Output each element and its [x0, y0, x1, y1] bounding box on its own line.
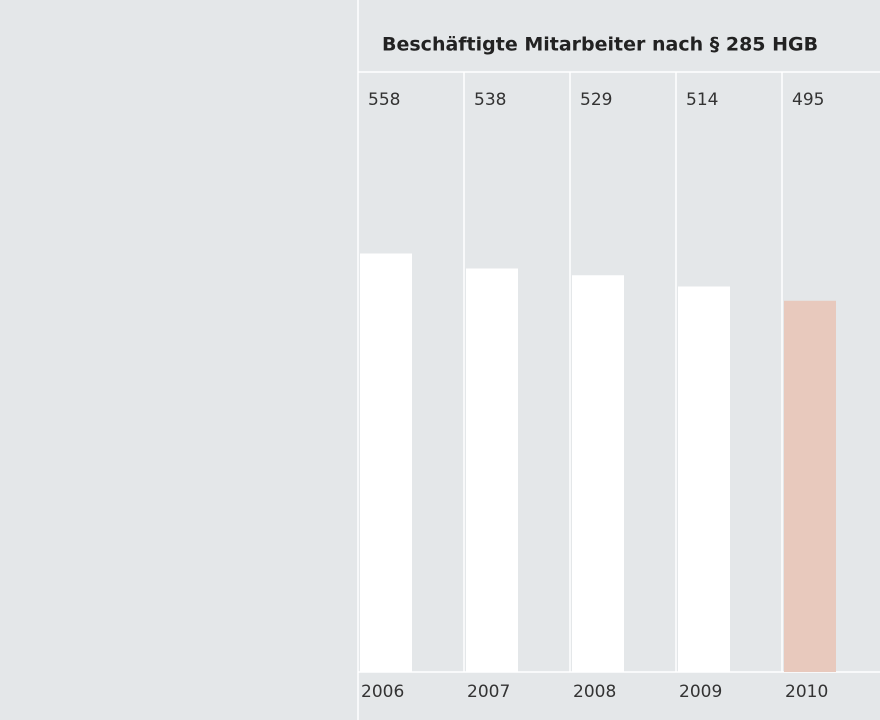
value-label: 538 [474, 90, 506, 110]
x-tick-label: 2010 [785, 682, 828, 702]
bar [784, 300, 836, 672]
x-tick-label: 2009 [679, 682, 722, 702]
value-label: 495 [792, 90, 824, 110]
bar [678, 286, 730, 672]
bar [572, 275, 624, 672]
bar [466, 268, 518, 672]
bar [360, 253, 412, 672]
x-tick-label: 2007 [467, 682, 510, 702]
value-label: 558 [368, 90, 400, 110]
x-tick-label: 2006 [361, 682, 404, 702]
chart-title: Beschäftigte Mitarbeiter nach § 285 HGB [382, 34, 818, 56]
value-label: 529 [580, 90, 612, 110]
value-label: 514 [686, 90, 718, 110]
x-tick-label: 2008 [573, 682, 616, 702]
